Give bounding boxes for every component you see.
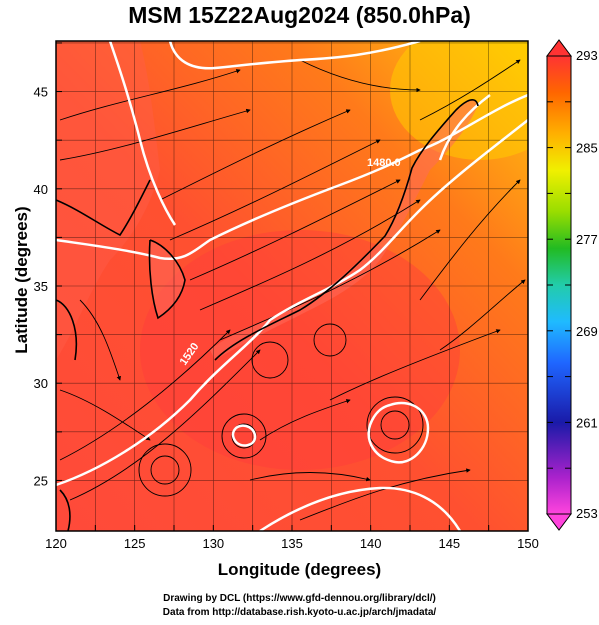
x-tick-label: 140 [360, 536, 382, 551]
height-contours [56, 41, 528, 531]
colorbar-top-arrow [546, 39, 572, 57]
colorbar-label: 293 [576, 48, 598, 63]
x-tick-label: 145 [438, 536, 460, 551]
x-tick-label: 130 [202, 536, 224, 551]
x-tick-label: 135 [281, 536, 303, 551]
landmass-korea [149, 240, 185, 318]
credit-data-source: Data from http://database.rish.kyoto-u.a… [162, 607, 437, 618]
page-title: MSM 15Z22Aug2024 (850.0hPa) [128, 2, 471, 28]
colorbar-label: 277 [576, 232, 598, 247]
credit-drawing: Drawing by DCL (https://www.gfd-dennou.o… [163, 593, 436, 604]
colorbar-label: 261 [576, 415, 598, 430]
y-axis: 25 30 35 40 45 [34, 42, 62, 488]
x-axis: 120 125 130 135 140 145 150 [45, 525, 539, 551]
y-axis-title: Latitude (degrees) [12, 206, 31, 354]
colorbar-bottom-arrow [546, 513, 572, 531]
x-axis-title: Longitude (degrees) [217, 560, 382, 579]
colorbar-label: 285 [576, 141, 598, 156]
x-tick-label: 125 [124, 536, 146, 551]
streamlines [59, 59, 526, 521]
colorbar-label: 253 [576, 506, 598, 521]
y-tick-label: 35 [34, 279, 48, 294]
colorbar-label: 269 [576, 324, 598, 339]
y-tick-label: 30 [34, 376, 48, 391]
y-tick-label: 45 [34, 85, 48, 100]
coastlines [56, 99, 479, 531]
cool-patch [390, 41, 528, 160]
y-tick-label: 40 [34, 182, 48, 197]
contour-label-1480: 1480.0 [367, 157, 401, 169]
x-tick-label: 150 [517, 536, 539, 551]
y-tick-label: 25 [34, 473, 48, 488]
x-tick-label: 120 [45, 536, 67, 551]
colorbar: 293 285 277 269 261 253 [546, 39, 598, 531]
landmass-japan [210, 99, 478, 361]
